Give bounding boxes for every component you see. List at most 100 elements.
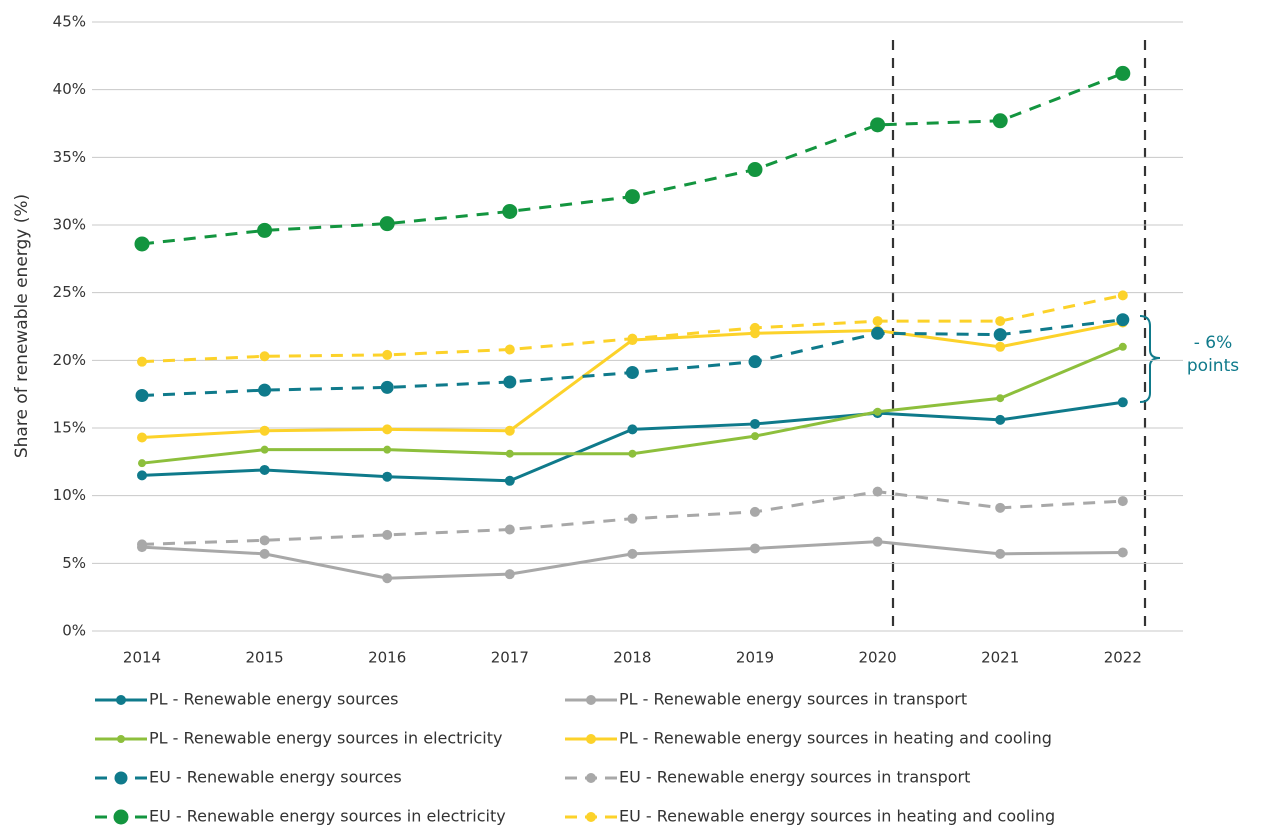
data-point — [1117, 547, 1128, 558]
legend-marker — [116, 695, 126, 705]
brace — [1139, 315, 1161, 403]
x-tick-label: 2018 — [613, 649, 651, 667]
legend-label: EU - Renewable energy sources in electri… — [149, 807, 506, 826]
data-point — [259, 464, 270, 475]
legend-marker — [117, 735, 125, 743]
data-point — [1118, 342, 1127, 351]
data-point — [382, 424, 393, 435]
data-point — [382, 573, 393, 584]
data-point — [873, 407, 882, 416]
data-point — [627, 548, 638, 559]
data-point — [505, 449, 514, 458]
data-point — [504, 475, 515, 486]
series-line — [141, 400, 1124, 483]
data-point — [134, 236, 150, 252]
legend-label: EU - Renewable energy sources in heating… — [619, 807, 1055, 826]
y-tick-label: 15% — [53, 419, 86, 437]
data-point — [871, 326, 885, 340]
y-axis-title: Share of renewable energy (%) — [12, 194, 32, 458]
data-point — [1117, 496, 1128, 507]
x-tick-label: 2014 — [123, 649, 161, 667]
data-point — [382, 529, 393, 540]
x-tick-label: 2017 — [491, 649, 529, 667]
x-tick-label: 2020 — [859, 649, 897, 667]
legend-label: PL - Renewable energy sources in transpo… — [619, 690, 967, 709]
data-point — [872, 486, 883, 497]
data-point — [1115, 65, 1131, 81]
x-tick-label: 2022 — [1104, 649, 1142, 667]
data-point — [627, 333, 638, 344]
legend-label: EU - Renewable energy sources in transpo… — [619, 768, 970, 787]
data-point — [872, 316, 883, 327]
legend: PL - Renewable energy sources PL - Renewa… — [95, 690, 1055, 826]
data-point — [502, 203, 518, 219]
y-tick-label: 0% — [62, 622, 86, 640]
data-point — [750, 543, 760, 554]
data-point — [138, 459, 146, 468]
data-point — [1116, 313, 1130, 327]
data-point — [257, 222, 273, 238]
data-point — [259, 535, 270, 546]
legend-label: PL - Renewable energy sources in electri… — [149, 729, 502, 748]
data-point — [627, 513, 638, 524]
data-point — [504, 524, 515, 535]
y-tick-label: 20% — [53, 351, 86, 369]
y-tick-label: 30% — [53, 216, 86, 234]
data-point — [382, 349, 393, 360]
y-tick-label: 40% — [53, 80, 86, 98]
data-point — [383, 445, 392, 454]
data-point — [380, 380, 394, 394]
data-point — [258, 383, 272, 397]
data-point — [750, 322, 760, 333]
data-point — [627, 424, 638, 435]
legend-marker — [586, 695, 596, 705]
annotation: - 6% — [1194, 333, 1233, 353]
data-point — [504, 344, 515, 355]
data-point — [504, 425, 515, 436]
x-tick-label: 2019 — [736, 649, 774, 667]
data-point — [137, 356, 147, 367]
data-point — [628, 449, 637, 458]
y-tick-label: 5% — [62, 554, 86, 572]
data-point — [379, 216, 395, 232]
data-point — [995, 414, 1006, 425]
data-point — [750, 506, 760, 517]
annotation: points — [1187, 356, 1239, 376]
data-point — [995, 341, 1006, 352]
x-tick-label: 2021 — [981, 649, 1019, 667]
data-point — [137, 470, 147, 481]
data-point — [137, 539, 147, 550]
series-line — [141, 345, 1124, 465]
data-point — [625, 366, 639, 380]
data-point — [992, 113, 1008, 129]
data-point — [137, 432, 147, 443]
data-point — [504, 569, 515, 580]
data-point — [995, 316, 1006, 327]
legend-marker — [586, 773, 596, 783]
legend-marker — [113, 809, 129, 825]
data-point — [750, 418, 760, 429]
series-line — [141, 318, 1123, 398]
data-point — [1117, 290, 1128, 301]
data-point — [870, 117, 886, 133]
data-point — [260, 445, 269, 454]
data-point — [259, 425, 270, 436]
data-point — [751, 432, 759, 441]
data-point — [135, 389, 149, 403]
data-point — [259, 548, 270, 559]
legend-label: EU - Renewable energy sources — [149, 768, 402, 787]
series-line — [141, 72, 1124, 246]
data-point — [1117, 397, 1128, 408]
series-line — [141, 293, 1124, 364]
legend-label: PL - Renewable energy sources in heating… — [619, 729, 1052, 748]
series-line — [141, 540, 1123, 580]
y-tick-label: 45% — [53, 13, 86, 31]
legend-marker — [586, 734, 596, 744]
legend-marker — [114, 771, 128, 785]
legend-marker — [586, 812, 596, 822]
y-tick-label: 35% — [53, 148, 86, 166]
y-tick-label: 10% — [53, 486, 86, 504]
x-tick-label: 2016 — [368, 649, 406, 667]
data-point — [747, 162, 763, 178]
